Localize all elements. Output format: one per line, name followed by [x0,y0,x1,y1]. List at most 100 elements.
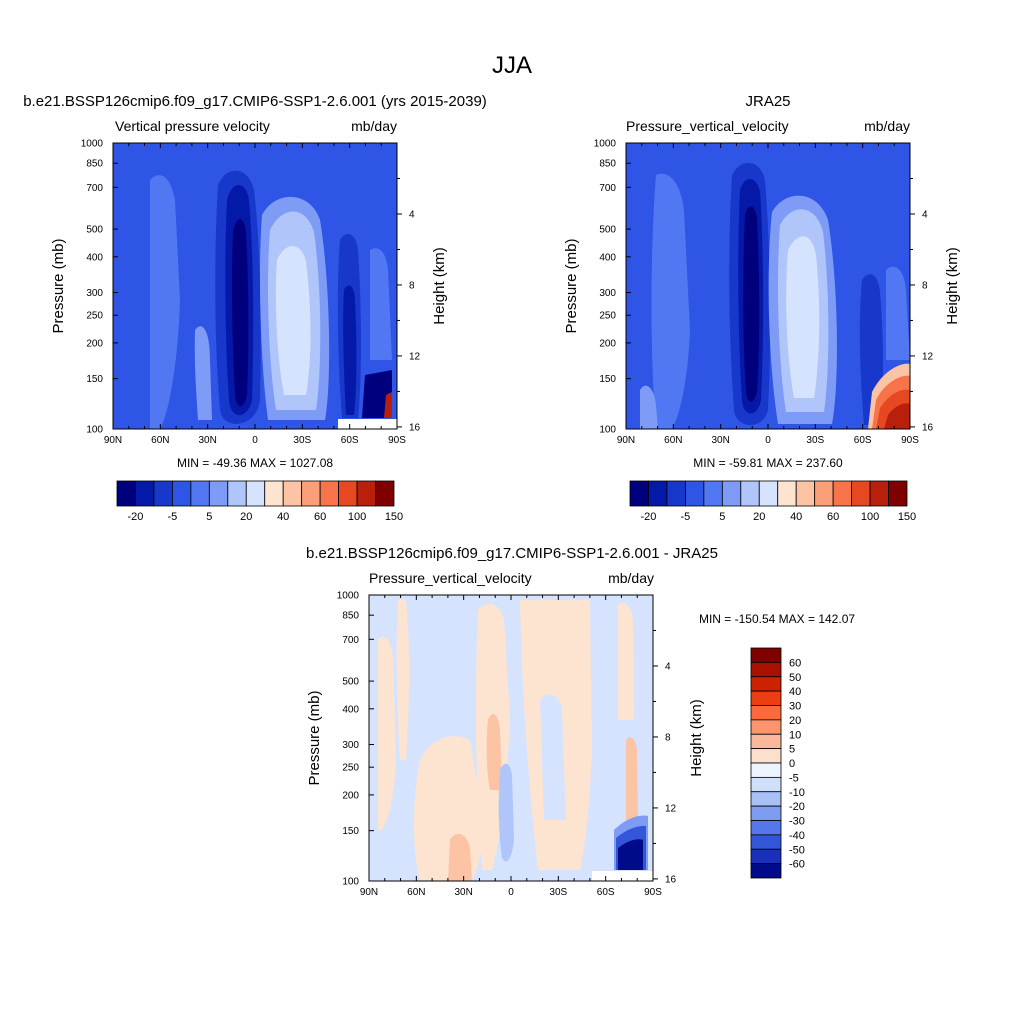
colorbar-label: -5 [789,772,799,784]
x-tick-label: 0 [508,887,514,898]
colorbar-box [758,480,779,507]
y-tick-label: 500 [86,225,103,236]
colorbar-label: 60 [827,511,839,523]
colorbar-label: -5 [168,511,178,523]
panel-model-title: b.e21.BSSP126cmip6.f09_g17.CMIP6-SSP1-2.… [23,93,487,110]
y-tick-label-right: 16 [922,422,934,433]
colorbar-box [338,480,358,507]
y-tick-label: 400 [342,704,359,715]
panel-model-units: mb/day [351,118,397,134]
y-tick-label: 300 [599,288,616,299]
x-tick-label: 60N [407,887,425,898]
x-tick-label: 90N [617,435,635,446]
y-tick-label-right: 16 [665,874,677,885]
colorbar-box [282,480,303,507]
colorbar-box [750,848,782,865]
field-patch-nh-weak [651,173,690,429]
colorbar-box [750,690,782,706]
panel-model-axes: 90N 60N 30N 0 30S 60S 90S 100 150 200 250 300 400 500… [81,139,421,447]
colorbar-label: 40 [790,511,802,523]
colorbar-box [750,762,782,778]
panel-model: b.e21.BSSP126cmip6.f09_g17.CMIP6-SSP1-2.… [23,93,487,523]
colorbar-box [814,480,834,507]
colorbar-box [750,820,782,836]
colorbar-box [750,805,782,821]
panel-model-field [113,143,397,429]
colorbar-label: 5 [789,744,795,756]
x-tick-label: 30S [806,435,824,446]
field-pos-tropics-core [448,833,472,881]
colorbar-label: -30 [789,816,805,828]
colorbar-box [245,480,266,507]
y-tick-label: 850 [86,159,103,170]
colorbar-box [375,480,395,507]
y-tick-label: 700 [599,183,616,194]
colorbar-box [264,480,284,507]
field-pos-nh-strip [378,636,396,830]
panel-reanalysis-ylabel: Pressure (mb) [563,238,580,333]
colorbar-label: -60 [789,859,805,871]
y-tick-label: 250 [342,763,359,774]
y-tick-label: 850 [599,159,616,170]
field-ascent-inner [786,236,820,398]
colorbar-box [750,834,782,850]
field-pos-upper-core [486,714,502,790]
y-tick-label: 200 [599,338,616,349]
field-core-center [743,206,760,402]
colorbar-box [648,480,668,507]
field-neg-sh [540,694,566,820]
x-tick-label: 60N [664,435,682,446]
colorbar-box [750,748,782,764]
colorbar-box [301,480,321,507]
y-tick-label-right: 4 [922,209,928,220]
colorbar-label: 150 [898,511,916,523]
panel-reanalysis-units: mb/day [864,118,910,134]
colorbar-box [750,719,782,735]
y-tick-label: 100 [599,425,616,436]
colorbar-label: 10 [789,729,801,741]
y-tick-label: 850 [342,611,359,622]
panel-reanalysis-axes: 90N 60N 30N 0 30S 60S 90S 100 150 200 250 300 400 500… [594,139,934,447]
colorbar-label: -20 [128,511,144,523]
field-patch-nh-weak-2 [194,326,212,420]
colorbar-box [750,676,782,692]
field-antarctic-warm-core [884,403,910,429]
x-tick-label: 30N [454,887,472,898]
colorbar-label: -20 [641,511,657,523]
y-tick-label: 100 [342,877,359,888]
colorbar-box [750,733,782,750]
x-tick-label: 90S [388,435,406,446]
y-tick-label: 1000 [81,139,104,150]
y-tick-label: 500 [342,677,359,688]
x-tick-label: 60S [341,435,359,446]
y-tick-label-right: 12 [665,803,677,814]
field-ascent-inner [275,245,311,395]
y-tick-label: 700 [86,183,103,194]
panel-difference-title: b.e21.BSSP126cmip6.f09_g17.CMIP6-SSP1-2.… [306,545,718,562]
colorbar-box [629,480,649,507]
y-tick-label: 100 [86,425,103,436]
colorbar-box [135,480,155,507]
colorbar-label: 150 [385,511,403,523]
colorbar-label: 5 [719,511,725,523]
panel-difference-field [369,595,653,881]
colorbar-box [666,480,686,507]
colorbar-label: 40 [789,686,801,698]
colorbar-label: -40 [789,830,805,842]
panel-difference-variable: Pressure_vertical_velocity [369,570,532,586]
field-band-nh [113,143,150,429]
colorbar-box [356,480,376,507]
colorbar-box [888,480,908,507]
y-tick-label: 150 [86,374,103,385]
panel-reanalysis-title: JRA25 [745,93,790,110]
colorbar-box [750,776,782,793]
panel-difference-ylabel: Pressure (mb) [306,690,323,785]
colorbar-box [171,480,192,507]
panel-difference-ylabel-right: Height (km) [688,699,705,777]
field-sh-descent-core [343,285,357,415]
panel-difference: b.e21.BSSP126cmip6.f09_g17.CMIP6-SSP1-2.… [306,545,855,898]
colorbar-box [777,480,797,507]
field-missing-surface [338,419,397,429]
